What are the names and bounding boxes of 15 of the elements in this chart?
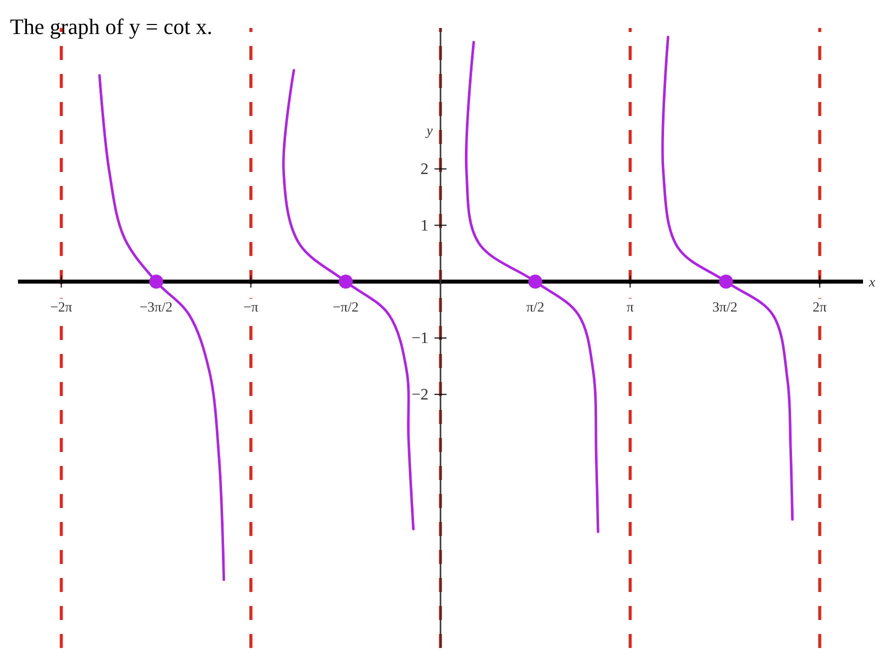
chart-title: The graph of y = cot x. xyxy=(10,14,212,39)
x-tick-label: −3π/2 xyxy=(140,300,173,316)
x-tick-label: 3π/2 xyxy=(712,300,738,316)
x-tick-label: −π xyxy=(243,300,258,316)
x-tick-label: π xyxy=(626,300,634,316)
x-tick-label: −2π xyxy=(50,300,72,316)
y-axis-title: y xyxy=(424,124,434,140)
x-tick-label: 2π xyxy=(812,300,827,316)
y-tick-label: −2 xyxy=(411,386,428,404)
y-tick-label: 1 xyxy=(420,217,428,234)
x-tick-label: π/2 xyxy=(526,300,544,316)
y-tick-label: −1 xyxy=(411,330,428,347)
x-axis-title: x xyxy=(868,276,876,291)
y-tick-label: 2 xyxy=(420,160,428,178)
x-tick-label: −π/2 xyxy=(332,300,359,316)
